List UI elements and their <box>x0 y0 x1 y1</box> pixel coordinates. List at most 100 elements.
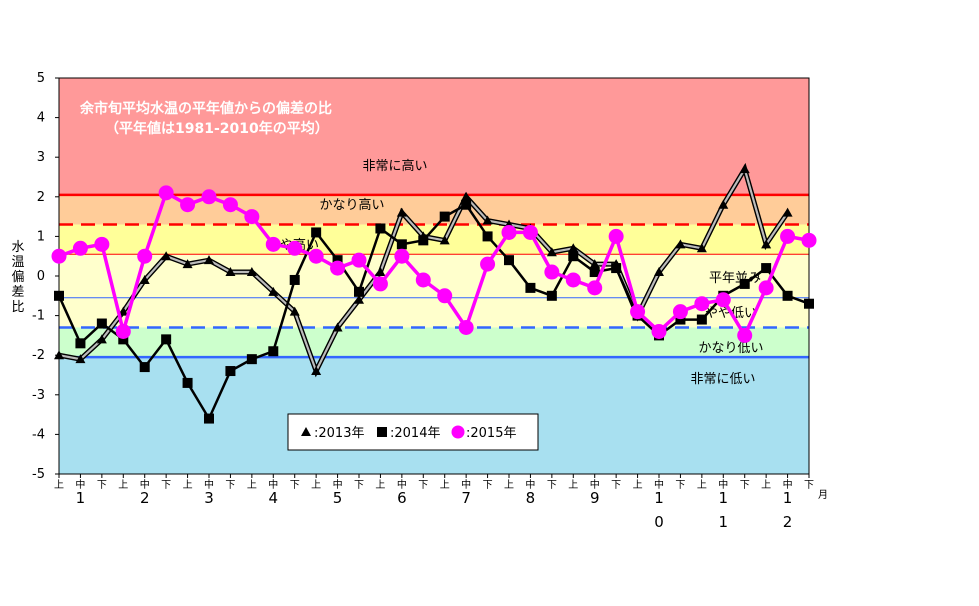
data-point-2013 <box>675 239 686 249</box>
data-point-2015 <box>522 224 538 240</box>
data-point-2015 <box>544 264 560 280</box>
data-point-2013 <box>54 350 64 360</box>
data-point-2015 <box>501 224 517 240</box>
series-group <box>51 162 817 424</box>
data-point-2015 <box>758 280 774 296</box>
x-tick-label: 上 <box>54 479 64 491</box>
x-tick-label: 中 <box>525 478 535 491</box>
data-point-2015 <box>737 327 753 343</box>
month-label: 7 <box>461 489 471 507</box>
x-unit-label: 月 <box>818 489 828 501</box>
data-point-2014 <box>482 231 493 242</box>
legend-marker-circle <box>451 425 465 439</box>
y-tick-label: -4 <box>32 427 45 442</box>
series-2015年 <box>51 185 817 343</box>
month-label: 1 <box>783 489 793 507</box>
data-point-2015 <box>372 276 388 292</box>
data-point-2015 <box>715 292 731 308</box>
data-point-2015 <box>330 260 346 276</box>
data-point-2014 <box>418 235 429 246</box>
data-point-2013 <box>225 267 236 277</box>
month-label: 1 <box>719 513 729 531</box>
month-label: 9 <box>590 489 600 507</box>
data-point-2014 <box>289 274 300 285</box>
data-point-2014 <box>675 314 686 325</box>
data-point-2014 <box>504 255 514 266</box>
month-label: 1 <box>76 489 86 507</box>
x-tick-label: 下 <box>804 480 814 491</box>
data-point-2014 <box>332 255 343 266</box>
x-tick-label: 下 <box>483 480 493 491</box>
data-point-2015 <box>244 209 260 225</box>
y-tick-label: -5 <box>32 467 45 482</box>
x-tick-label: 中 <box>718 478 728 491</box>
data-point-2015 <box>437 288 453 304</box>
data-point-2015 <box>222 197 238 213</box>
data-point-2013 <box>246 267 257 277</box>
data-point-2013 <box>96 334 107 344</box>
data-point-2014 <box>439 211 450 222</box>
data-point-2013 <box>761 239 772 249</box>
data-point-2015 <box>137 248 153 264</box>
data-point-2013 <box>696 243 707 253</box>
x-tick-label: 下 <box>290 480 300 491</box>
month-label: 6 <box>397 489 407 507</box>
band-label-6: 非常に低い <box>690 372 755 387</box>
data-point-2014 <box>589 267 600 278</box>
data-point-2013 <box>718 199 729 209</box>
month-label: 1 <box>654 489 664 507</box>
data-point-2015 <box>115 323 131 339</box>
data-point-2015 <box>351 252 367 268</box>
threshold-lines <box>59 193 809 359</box>
y-tick-label: 3 <box>37 150 45 165</box>
month-label: 2 <box>140 489 150 507</box>
band-5 <box>59 327 809 358</box>
data-point-2014 <box>804 298 814 309</box>
data-point-2014 <box>546 290 557 301</box>
x-tick-label: 上 <box>311 479 321 491</box>
x-tick-label: 中 <box>204 478 214 491</box>
data-point-2015 <box>672 304 688 320</box>
data-point-2013 <box>182 259 193 269</box>
x-tick-label: 上 <box>761 479 771 491</box>
data-point-2015 <box>651 323 667 339</box>
data-point-2014 <box>739 278 750 289</box>
data-point-2015 <box>201 189 217 205</box>
data-point-2014 <box>246 354 257 365</box>
y-tick-label: 2 <box>37 190 45 205</box>
data-point-2014 <box>139 362 150 373</box>
x-tick-label: 中 <box>461 478 471 491</box>
data-point-2015 <box>480 256 496 272</box>
data-point-2013 <box>332 322 343 332</box>
data-point-2014 <box>161 334 172 345</box>
legend-marker-triangle <box>301 427 311 436</box>
data-point-2015 <box>265 236 281 252</box>
chart-title: 余市旬平均水温の平年値からの偏差の比 <box>79 100 332 117</box>
data-point-2014 <box>75 338 86 349</box>
month-label: 2 <box>783 513 793 531</box>
legend: :2013年:2014年:2015年 <box>287 413 539 451</box>
data-point-2013 <box>139 274 150 284</box>
y-label-char: 比 <box>11 300 24 315</box>
data-point-2013 <box>118 306 129 316</box>
legend-box <box>287 413 539 451</box>
data-point-2015 <box>94 236 110 252</box>
y-label-char: 温 <box>11 255 24 270</box>
data-point-2015 <box>72 240 88 256</box>
y-label-char: 偏 <box>11 270 24 285</box>
data-point-2014 <box>268 346 279 357</box>
data-point-2013 <box>739 164 750 174</box>
data-point-2013 <box>161 251 172 261</box>
y-label-char: 水 <box>11 240 24 255</box>
legend-marker-square <box>377 427 387 437</box>
data-point-2015 <box>180 197 196 213</box>
x-tick-label: 上 <box>118 479 128 491</box>
data-point-2015 <box>608 228 624 244</box>
data-point-2013 <box>354 294 364 304</box>
month-label: 8 <box>526 489 536 507</box>
legend-label: :2015年 <box>466 426 516 441</box>
x-axis: 上中下上中下上中下上中下上中下上中下上中下上中下上中下上中下上中下上中下1 2 3 4… <box>54 474 814 531</box>
month-label: 0 <box>654 513 664 531</box>
data-point-2013 <box>782 207 793 217</box>
